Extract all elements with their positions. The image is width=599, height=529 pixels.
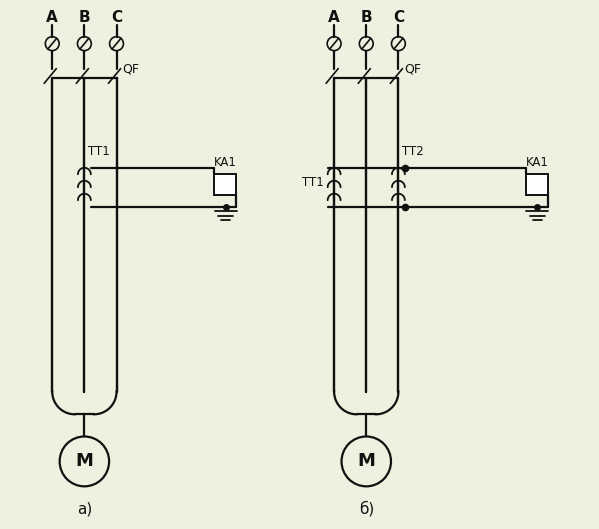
Text: KA1: KA1 xyxy=(525,156,548,169)
Text: B: B xyxy=(78,10,90,25)
Text: а): а) xyxy=(77,501,92,516)
Text: TT1: TT1 xyxy=(88,145,110,158)
Text: B: B xyxy=(361,10,372,25)
Circle shape xyxy=(341,436,391,486)
Text: A: A xyxy=(328,10,340,25)
Circle shape xyxy=(60,436,109,486)
Text: TT2: TT2 xyxy=(402,145,423,158)
Text: QF: QF xyxy=(404,62,421,75)
Bar xyxy=(526,174,547,195)
Text: M: M xyxy=(75,452,93,470)
Text: C: C xyxy=(111,10,122,25)
Text: б): б) xyxy=(359,501,374,517)
Text: QF: QF xyxy=(122,62,140,75)
Text: A: A xyxy=(46,10,58,25)
Bar xyxy=(214,174,236,195)
Text: TT1: TT1 xyxy=(302,176,323,189)
Text: M: M xyxy=(358,452,375,470)
Text: C: C xyxy=(393,10,404,25)
Text: KA1: KA1 xyxy=(214,156,237,169)
